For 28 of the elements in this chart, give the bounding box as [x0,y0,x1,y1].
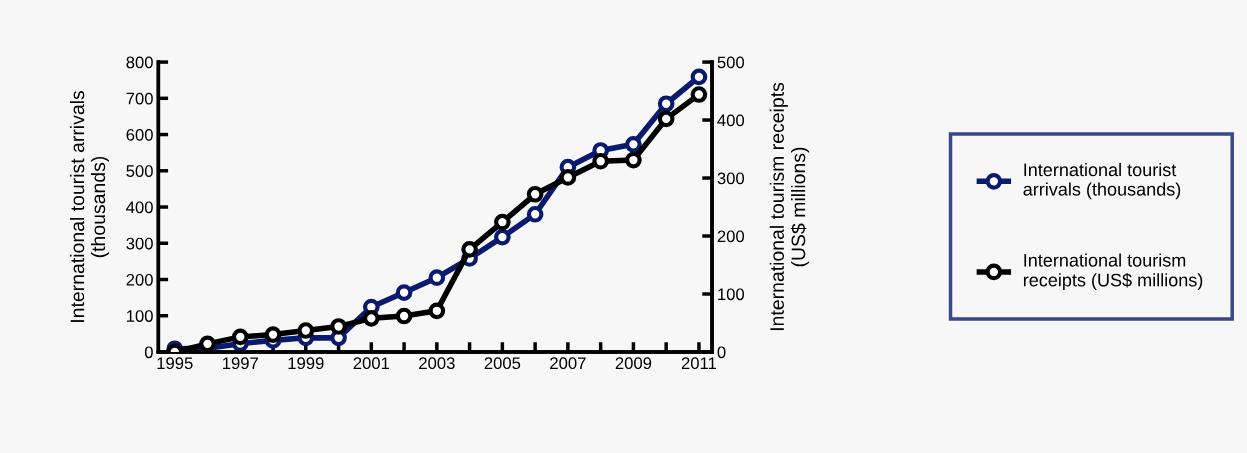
x-tick-label: 2005 [484,357,521,370]
y2-axis-title: International tourism receipts (US$ millions) [769,82,810,331]
x-tick-label: 1999 [288,357,324,370]
x-tick-label: 2001 [353,357,390,370]
legend-label: International tourism receipts (US$ millions) [1023,253,1203,291]
y-tick-label: 800 [126,56,153,69]
y-tick-label: 600 [126,128,153,141]
y2-tick-label: 0 [717,346,726,359]
y-tick-label: 300 [126,237,153,250]
x-tick-label: 1995 [157,357,193,370]
y2-tick-label: 200 [717,230,745,243]
y-tick-label: 500 [126,165,153,177]
legend-label: International tourist arrivals (thousands) [1023,162,1181,200]
x-tick-label: 1997 [223,357,258,370]
x-tick-label: 2011 [681,357,717,370]
y-axis-title: International tourist arrivals (thousands) [69,91,110,322]
y-tick-label: 0 [144,346,153,359]
x-tick-label: 2007 [550,357,586,370]
y2-tick-label: 300 [717,172,745,185]
x-tick-label: 2009 [615,357,652,370]
y-tick-label: 700 [126,92,153,105]
y2-tick-label: 100 [718,288,745,301]
y-tick-label: 200 [126,273,153,286]
x-tick-label: 2003 [419,357,455,370]
y-tick-label: 400 [126,201,153,214]
y-tick-label: 100 [126,310,153,322]
y2-tick-label: 400 [717,114,745,127]
y2-tick-label: 500 [717,56,745,69]
